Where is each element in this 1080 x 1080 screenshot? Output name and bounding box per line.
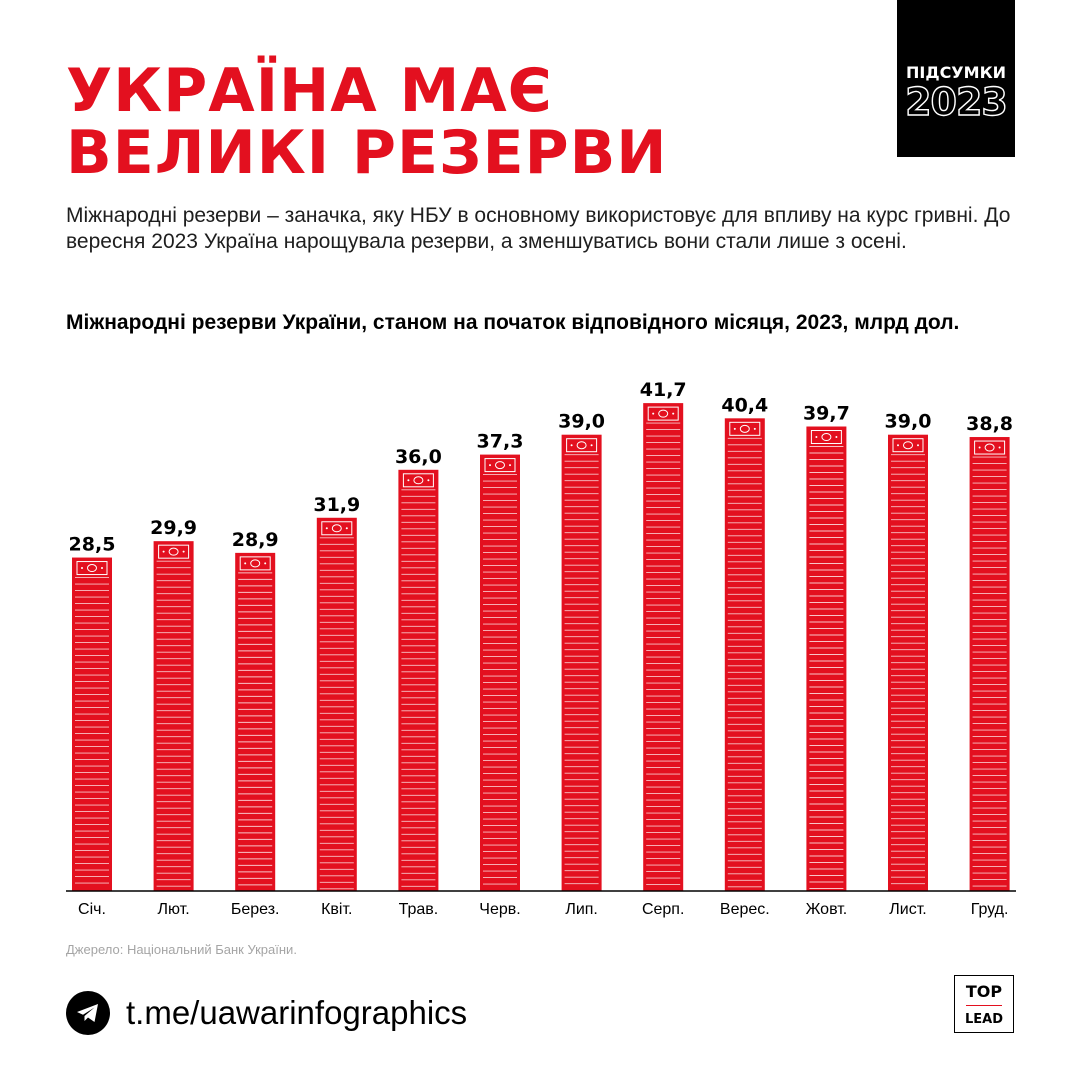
banknote-icon — [321, 521, 353, 536]
bars-layer: 28,5 Січ. 29,9 Лют. 28,9 Берез. 31,9 Квіт. 36,0 Т… — [69, 380, 1013, 918]
bar-stack-lines — [238, 572, 273, 886]
bar-stack-lines — [156, 560, 191, 887]
bar-value-label: 36,0 — [395, 446, 442, 468]
bar — [806, 426, 847, 891]
badge-label: ПІДСУМКИ — [905, 63, 1007, 82]
banknote-icon — [892, 438, 924, 453]
bar-value-label: 39,7 — [803, 403, 850, 425]
bar-group: 39,7 Жовт. — [803, 403, 850, 918]
headline-line-1: УКРАЇНА МАЄ — [66, 56, 553, 126]
headline-line-2: ВЕЛИКІ РЕЗЕРВИ — [66, 118, 668, 188]
banknote-icon — [729, 421, 761, 436]
bar-stack-lines — [646, 422, 681, 886]
bar-group: 39,0 Лип. — [558, 411, 605, 918]
bar-group: 37,3 Черв. — [477, 431, 524, 918]
toplead-logo: TOP LEAD — [954, 975, 1014, 1033]
category-label: Січ. — [78, 901, 106, 918]
bar — [398, 469, 439, 891]
bar-value-label: 28,5 — [69, 534, 116, 556]
badge-year: 2023 — [904, 79, 1008, 124]
category-label: Лют. — [158, 901, 190, 918]
bar-group: 28,5 Січ. — [69, 534, 116, 918]
bar-value-label: 38,8 — [966, 413, 1013, 435]
category-label: Черв. — [479, 901, 520, 918]
category-label: Квіт. — [321, 901, 352, 918]
bar-value-label: 41,7 — [640, 380, 687, 401]
category-label: Трав. — [399, 901, 439, 918]
bar-stack-lines — [564, 454, 599, 885]
chart-title: Міжнародні резерви України, станом на по… — [66, 311, 960, 334]
banknote-icon — [647, 406, 679, 421]
bar-value-label: 37,3 — [477, 431, 524, 453]
bar-group: 31,9 Квіт. — [313, 494, 360, 918]
bar-value-label: 31,9 — [313, 494, 360, 516]
bar-value-label: 29,9 — [150, 517, 197, 539]
bar-value-label: 28,9 — [232, 529, 279, 551]
category-label: Серп. — [642, 901, 684, 918]
bar-group: 40,4 Верес. — [720, 394, 770, 918]
logo-top-text: TOP — [965, 982, 1003, 1001]
summary-badge: ПІДСУМКИ 2023 — [897, 0, 1015, 157]
bar-stack-lines — [319, 537, 354, 890]
bar-stack-lines — [727, 437, 762, 888]
category-label: Берез. — [231, 901, 280, 918]
bar — [643, 403, 684, 891]
bar — [480, 454, 520, 891]
category-label: Лист. — [889, 901, 926, 918]
bar-group: 29,9 Лют. — [150, 517, 197, 918]
bar — [724, 418, 765, 891]
logo-bottom-text: LEAD — [964, 1012, 1004, 1027]
lead-text: Міжнародні резерви – заначка, яку НБУ в … — [66, 204, 1011, 253]
logo-divider — [966, 1005, 1002, 1006]
category-label: Жовт. — [806, 901, 848, 918]
banknote-icon — [566, 438, 598, 453]
banknote-icon — [974, 440, 1006, 455]
bar — [153, 541, 194, 891]
category-label: Груд. — [971, 901, 1009, 918]
bar-stack-lines — [75, 577, 109, 884]
bar-value-label: 40,4 — [721, 394, 768, 416]
bar-stack-lines — [401, 489, 436, 887]
bar-stack-lines — [809, 446, 844, 889]
telegram-link-text: t.me/uawarinfographics — [126, 994, 468, 1031]
headline: УКРАЇНА МАЄ ВЕЛИКІ РЕЗЕРВИ — [66, 60, 668, 184]
bar — [72, 557, 112, 891]
bar-stack-lines — [891, 454, 925, 885]
banknote-icon — [810, 430, 842, 445]
bar-stack-lines — [483, 474, 517, 885]
telegram-link[interactable]: t.me/uawarinfographics — [66, 988, 467, 1038]
source-note: Джерело: Національний Банк України. — [66, 942, 297, 957]
bar — [316, 517, 357, 891]
bar-stack-lines — [972, 456, 1007, 887]
bar-group: 41,7 Серп. — [640, 380, 687, 918]
bar-chart: 28,5 Січ. 29,9 Лют. 28,9 Берез. 31,9 Квіт. 36,0 Т… — [66, 380, 1016, 918]
bar-group: 28,9 Берез. — [231, 529, 280, 918]
banknote-icon — [76, 561, 108, 576]
category-label: Лип. — [565, 901, 598, 918]
bar-group: 38,8 Груд. — [966, 413, 1013, 918]
banknote-icon — [239, 556, 271, 571]
bar-value-label: 39,0 — [885, 411, 932, 433]
bar — [969, 437, 1010, 891]
bar-group: 36,0 Трав. — [395, 446, 442, 918]
banknote-icon — [484, 458, 516, 473]
bar-value-label: 39,0 — [558, 411, 605, 433]
banknote-icon — [402, 473, 434, 488]
bar-group: 39,0 Лист. — [885, 411, 932, 918]
banknote-icon — [158, 544, 190, 559]
category-label: Верес. — [720, 901, 770, 918]
telegram-icon — [66, 991, 110, 1035]
